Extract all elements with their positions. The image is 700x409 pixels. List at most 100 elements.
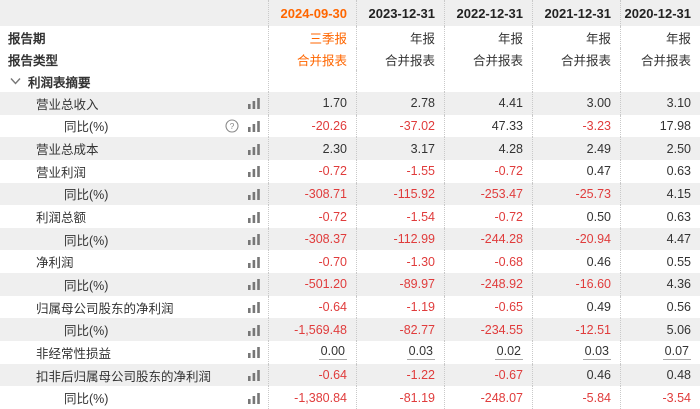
empty-cell <box>444 70 532 92</box>
cell-value: 0.56 <box>666 300 691 315</box>
value-cell: -1.22 <box>356 363 444 387</box>
value-cell: -0.67 <box>444 363 532 387</box>
bar-chart-icon[interactable] <box>248 143 261 155</box>
table-row: 营业总收入 1.70 2.78 4.41 3.00 3.10 <box>0 92 700 115</box>
cell-value: -81.19 <box>399 390 435 405</box>
column-header-2023-12-31[interactable]: 2023-12-31 <box>356 0 444 26</box>
cell-value[interactable]: 0.02 <box>494 344 523 361</box>
cell-value: -0.65 <box>494 300 524 315</box>
period-cell: 年报 <box>444 26 532 48</box>
table-row: 扣非后归属母公司股东的净利润 -0.64 -1.22 -0.67 0.46 0.… <box>0 363 700 387</box>
row-label: 同比(%) <box>64 278 109 293</box>
table-row: 营业利润 -0.72 -1.55 -0.72 0.47 0.63 <box>0 159 700 183</box>
column-header-2020-12-31[interactable]: 2020-12-31 <box>620 0 700 26</box>
bar-chart-icon[interactable] <box>248 324 261 336</box>
bar-chart-icon[interactable] <box>248 369 261 381</box>
period-cell: 三季报 <box>268 26 356 48</box>
value-cell: 4.41 <box>444 92 532 115</box>
value-cell: 2.78 <box>356 92 444 115</box>
value-cell: -308.37 <box>268 227 356 251</box>
row-label-cell: 归属母公司股东的净利润 <box>0 296 268 319</box>
value-cell: 2.50 <box>620 137 700 160</box>
value-cell: -16.60 <box>532 273 620 296</box>
period-value: 年报 <box>665 31 691 46</box>
bar-chart-icon[interactable] <box>248 346 261 359</box>
type-value: 合并报表 <box>640 53 691 68</box>
svg-text:?: ? <box>230 121 235 131</box>
column-header-2024-09-30[interactable]: 2024-09-30 <box>268 0 356 26</box>
value-cell: -1.54 <box>356 205 444 228</box>
cell-value[interactable]: 0.03 <box>582 344 611 361</box>
cell-value: 4.15 <box>666 186 691 201</box>
type-cell: 合并报表 <box>268 48 356 70</box>
table-row: 非经常性损益 0.00 0.03 0.02 0.03 0.07 <box>0 341 700 364</box>
period-value: 年报 <box>585 31 611 46</box>
cell-value: 4.36 <box>666 277 691 292</box>
value-cell: -501.20 <box>268 273 356 296</box>
cell-value: 4.41 <box>498 96 523 111</box>
cell-value: -248.07 <box>480 390 523 405</box>
value-cell: -0.68 <box>444 250 532 274</box>
value-cell: -20.94 <box>532 227 620 251</box>
empty-cell <box>620 70 700 92</box>
cell-value[interactable]: 0.03 <box>406 344 435 361</box>
value-cell: 0.46 <box>532 250 620 274</box>
value-cell: 4.47 <box>620 227 700 251</box>
value-cell: 0.50 <box>532 205 620 228</box>
period-cell: 年报 <box>620 26 700 48</box>
column-header-2022-12-31[interactable]: 2022-12-31 <box>444 0 532 26</box>
bar-chart-icon[interactable] <box>248 233 261 246</box>
value-cell: -0.64 <box>268 363 356 387</box>
cell-value: 2.49 <box>586 141 611 156</box>
cell-value: 47.33 <box>491 118 523 133</box>
row-label-cell: 净利润 <box>0 250 268 273</box>
bar-chart-icon[interactable] <box>248 256 261 268</box>
cell-value: 0.63 <box>666 164 691 179</box>
bar-chart-icon[interactable] <box>248 97 261 110</box>
row-label-cell: 同比(%) <box>0 228 268 251</box>
bar-chart-icon[interactable] <box>248 120 261 132</box>
value-cell: -81.19 <box>356 386 444 409</box>
table-row: 同比(%) -1,569.48 -82.77 -234.55 -12.51 5.… <box>0 318 700 342</box>
row-label-cell: 营业总成本 <box>0 137 268 160</box>
section-toggle[interactable]: 利润表摘要 <box>0 70 268 92</box>
cell-value: -1.54 <box>406 209 436 224</box>
help-icon[interactable]: ? <box>225 119 239 133</box>
bar-chart-icon[interactable] <box>248 165 261 178</box>
value-cell: -234.55 <box>444 318 532 342</box>
value-cell: -308.71 <box>268 182 356 206</box>
cell-value: 1.70 <box>322 96 347 111</box>
value-cell: -37.02 <box>356 114 444 138</box>
column-date: 2020-12-31 <box>624 5 692 21</box>
bar-chart-icon[interactable] <box>248 188 261 200</box>
cell-value: -308.71 <box>304 186 347 201</box>
date-header-row: 2024-09-30 2023-12-31 2022-12-31 2021-12… <box>0 0 700 26</box>
period-cell: 年报 <box>356 26 444 48</box>
cell-value[interactable]: 0.07 <box>662 344 691 361</box>
cell-value: -25.73 <box>575 186 611 201</box>
value-cell: -0.65 <box>444 295 532 319</box>
column-header-2021-12-31[interactable]: 2021-12-31 <box>532 0 620 26</box>
row-label: 同比(%) <box>64 324 109 339</box>
bar-chart-icon[interactable] <box>248 211 261 223</box>
cell-value: 2.50 <box>666 141 691 156</box>
bar-chart-icon[interactable] <box>248 392 261 404</box>
bar-chart-icon[interactable] <box>248 301 261 314</box>
cell-value[interactable]: 0.00 <box>318 344 347 361</box>
type-value: 合并报表 <box>560 53 611 68</box>
value-cell: 0.02 <box>444 341 532 364</box>
cell-value: -1.19 <box>406 300 436 315</box>
cell-value: 4.47 <box>666 232 691 247</box>
period-value: 年报 <box>497 31 523 46</box>
cell-value: -0.67 <box>494 368 524 382</box>
row-label: 同比(%) <box>64 392 109 407</box>
table-row: 同比(%) -308.37 -112.99 -244.28 -20.94 4.4… <box>0 227 700 251</box>
cell-value: -0.72 <box>494 209 524 224</box>
cell-value: -253.47 <box>480 186 523 201</box>
table-row: 同比(%) -308.71 -115.92 -253.47 -25.73 4.1… <box>0 182 700 206</box>
report-type-row: 报告类型 合并报表 合并报表 合并报表 合并报表 合并报表 <box>0 48 700 70</box>
cell-value: -3.54 <box>662 390 692 405</box>
value-cell: -112.99 <box>356 227 444 251</box>
value-cell: 4.36 <box>620 273 700 296</box>
bar-chart-icon[interactable] <box>248 278 261 291</box>
